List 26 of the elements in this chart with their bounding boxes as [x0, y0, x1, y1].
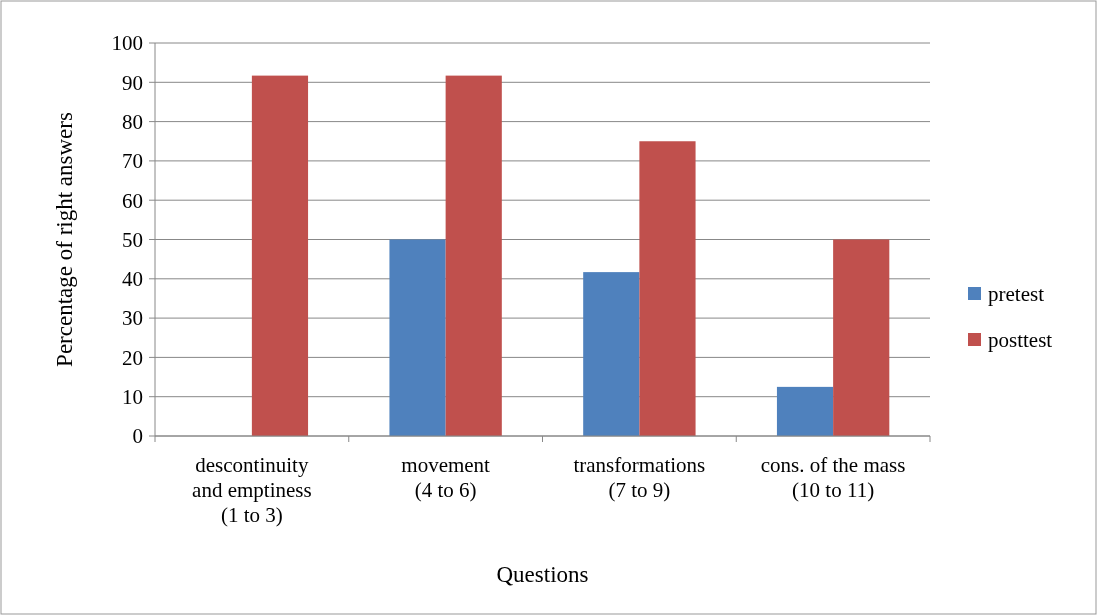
bar: [583, 272, 640, 436]
y-axis-title: Percentage of right answers: [52, 112, 77, 367]
y-tick-label: 90: [122, 70, 143, 95]
bar: [639, 141, 696, 436]
bar: [833, 239, 890, 436]
y-tick-label: 80: [122, 109, 143, 134]
x-tick-label: cons. of the mass (10 to 11): [760, 453, 906, 502]
y-tick-label: 30: [122, 306, 143, 331]
x-tick-label: descontinuity and emptiness (1 to 3): [192, 453, 312, 527]
y-tick-label: 60: [122, 188, 143, 213]
bar: [251, 75, 309, 436]
y-tick-label: 40: [122, 267, 143, 292]
y-tick-label: 100: [111, 31, 143, 56]
y-tick-label: 10: [122, 385, 143, 410]
bar: [776, 386, 834, 436]
x-tick-label: transformations (7 to 9): [573, 453, 706, 502]
y-tick-label: 20: [122, 345, 143, 370]
legend-label: pretest: [988, 282, 1045, 307]
y-tick-label: 50: [122, 227, 143, 252]
bar: [389, 239, 446, 436]
bar: [445, 75, 502, 436]
y-tick-label: 0: [132, 424, 143, 449]
y-tick-label: 70: [122, 149, 143, 174]
x-tick-label: movement (4 to 6): [401, 453, 491, 502]
legend-label: posttest: [988, 328, 1053, 353]
x-axis-title: Questions: [496, 562, 589, 587]
